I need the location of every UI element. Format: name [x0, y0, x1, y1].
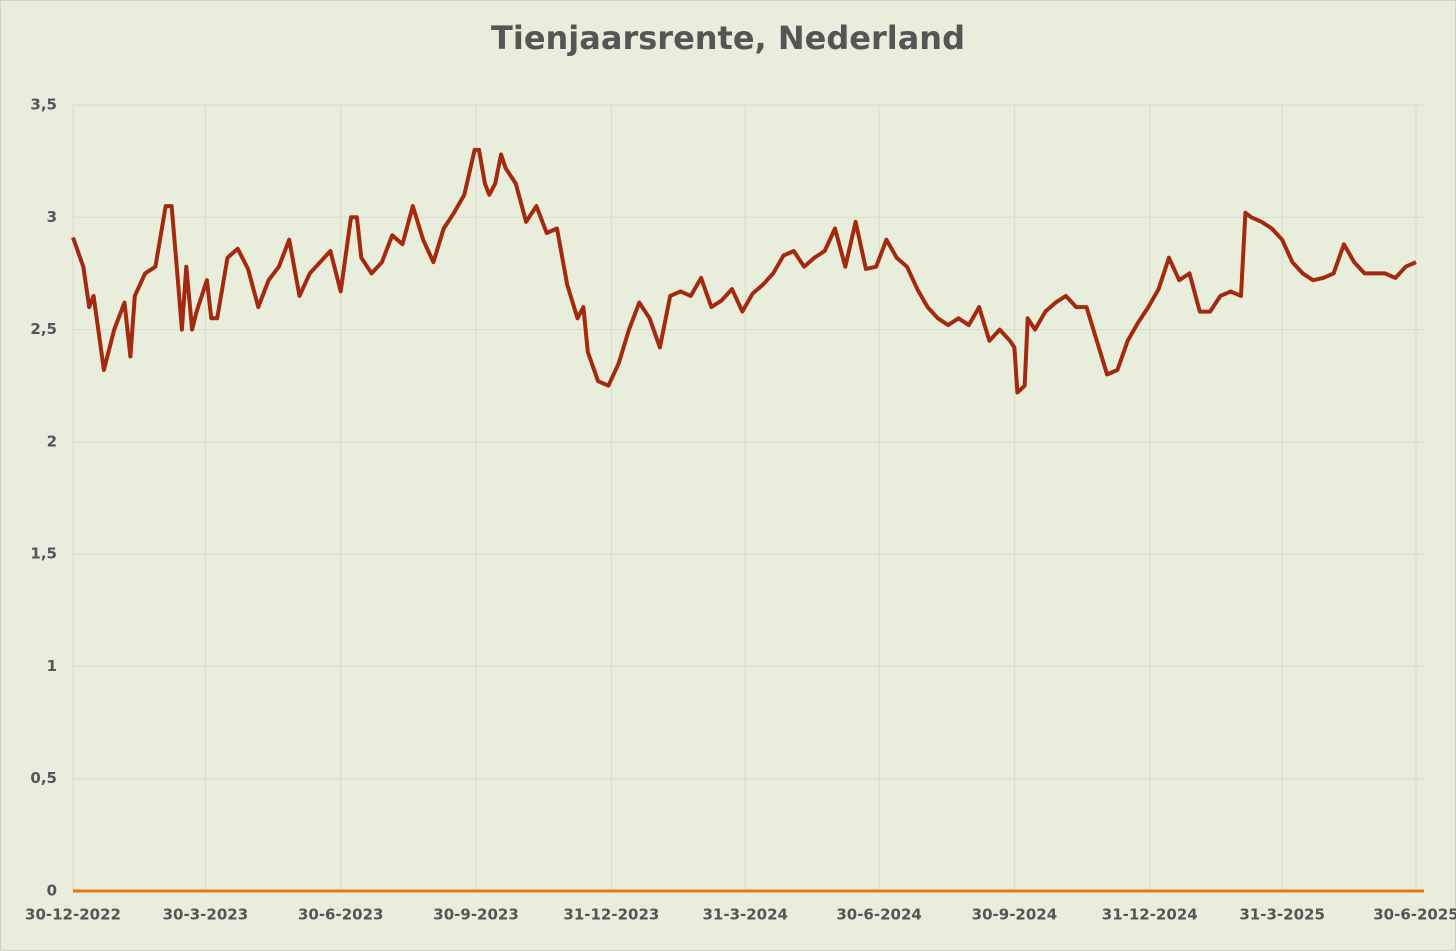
y-tick-label: 0: [47, 882, 57, 900]
x-tick-label: 31-12-2023: [563, 906, 659, 924]
y-tick-label: 2: [47, 432, 57, 450]
x-tick-label: 31-3-2024: [702, 906, 788, 924]
y-tick-label: 2,5: [30, 320, 57, 338]
data-line: [71, 147, 1417, 395]
y-tick-label: 1,5: [30, 545, 57, 563]
y-tick-label: 3,5: [30, 96, 57, 114]
x-tick-label: 31-12-2024: [1102, 906, 1198, 924]
x-tick-label: 30-9-2023: [433, 906, 519, 924]
x-tick-label: 30-6-2025: [1373, 906, 1456, 924]
x-tick-label: 30-12-2022: [25, 906, 121, 924]
y-tick-label: 0,5: [30, 769, 57, 787]
y-tick-label: 3: [47, 208, 57, 226]
x-tick-label: 30-6-2024: [836, 906, 922, 924]
y-tick-label: 1: [47, 657, 57, 675]
x-tick-label: 31-3-2025: [1239, 906, 1325, 924]
x-tick-label: 30-3-2023: [163, 906, 249, 924]
x-tick-label: 30-9-2024: [972, 906, 1058, 924]
chart-title: Tienjaarsrente, Nederland: [491, 19, 965, 57]
x-tick-label: 30-6-2023: [298, 906, 384, 924]
